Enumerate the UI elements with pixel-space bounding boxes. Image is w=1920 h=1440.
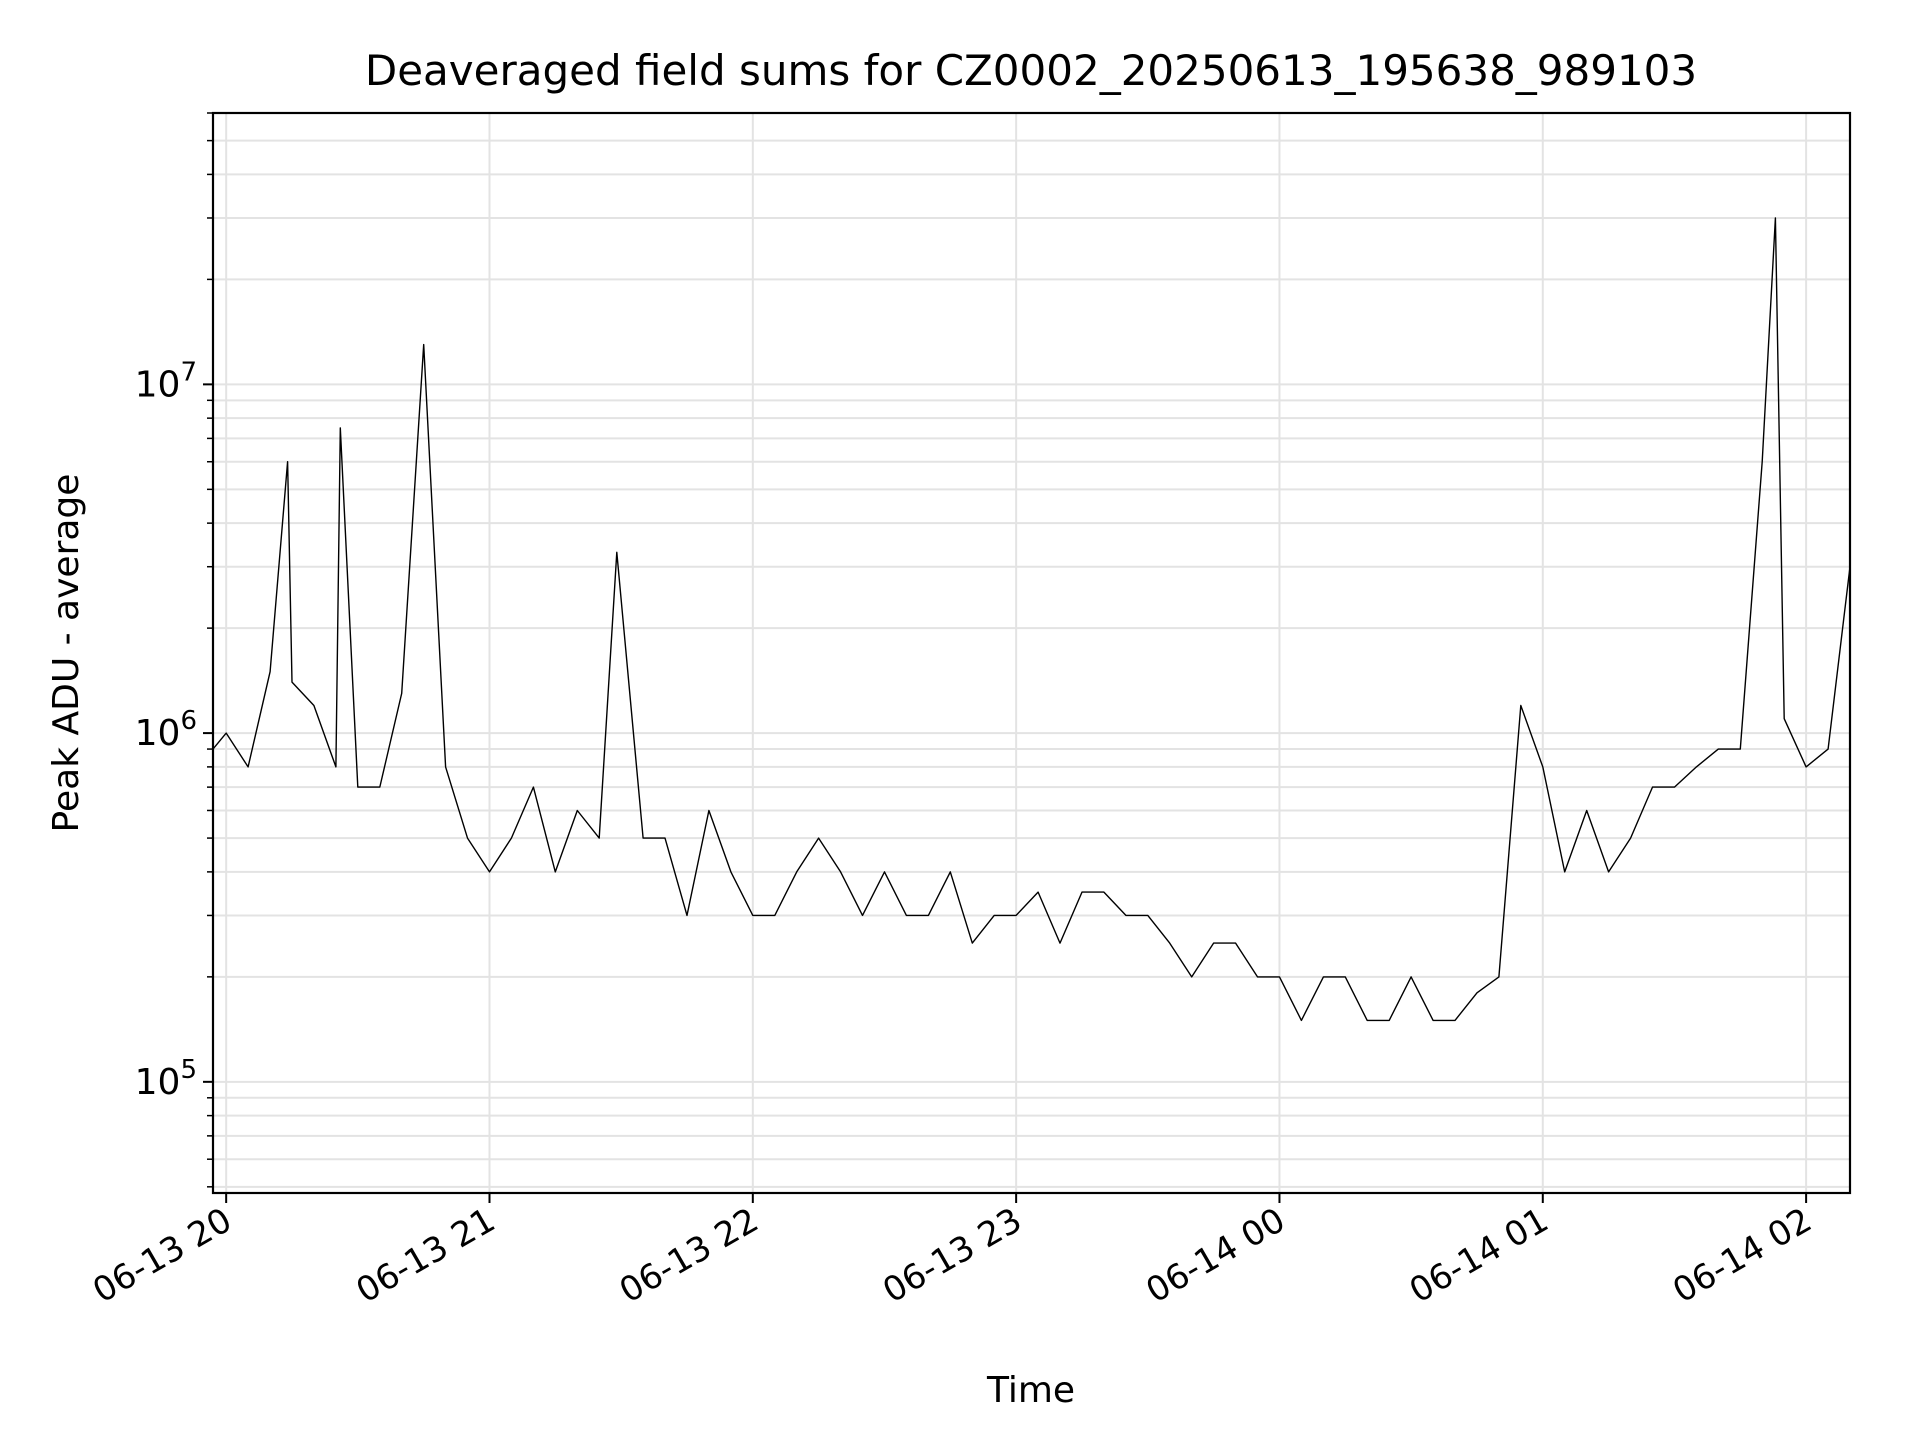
grid: [213, 112, 1850, 1193]
y-tick-label: 107: [135, 357, 197, 405]
y-tick-label: 106: [135, 706, 197, 754]
chart-title: Deaveraged field sums for CZ0002_2025061…: [365, 46, 1697, 95]
series-line-0: [212, 217, 1851, 1022]
y-tick-labels: 105 106 107: [135, 357, 197, 1102]
series-group: [212, 217, 1851, 1022]
plot-frame: [211, 111, 1852, 1195]
y-tick-label: 105: [135, 1055, 197, 1103]
x-axis-label: Time: [986, 1370, 1075, 1411]
y-axis-label: Peak ADU - average: [46, 474, 87, 833]
axis-ticks: [203, 112, 1808, 1203]
